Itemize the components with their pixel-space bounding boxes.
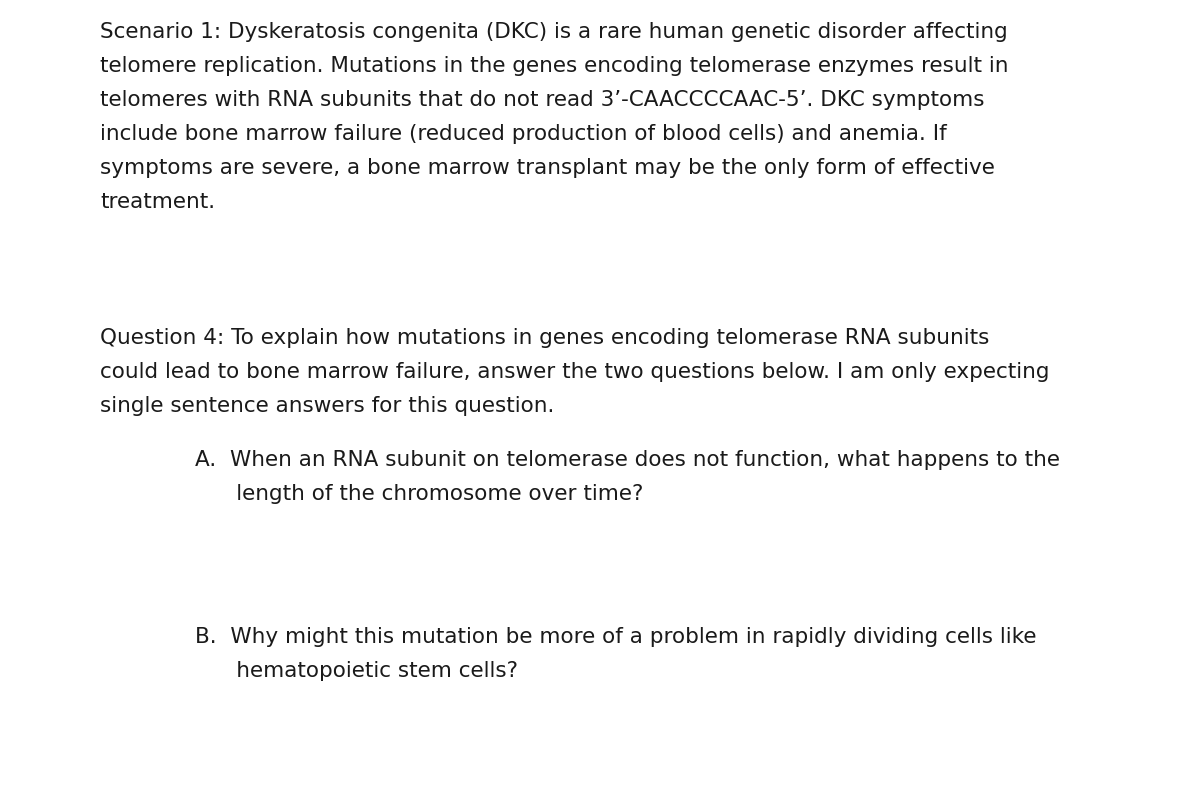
Text: hematopoietic stem cells?: hematopoietic stem cells?: [195, 661, 518, 681]
Text: B.  Why might this mutation be more of a problem in rapidly dividing cells like: B. Why might this mutation be more of a …: [195, 627, 1036, 647]
Text: symptoms are severe, a bone marrow transplant may be the only form of effective: symptoms are severe, a bone marrow trans…: [100, 158, 995, 178]
Text: Scenario 1: Dyskeratosis congenita (DKC) is a rare human genetic disorder affect: Scenario 1: Dyskeratosis congenita (DKC)…: [100, 22, 1008, 42]
Text: treatment.: treatment.: [100, 192, 215, 212]
Text: include bone marrow failure (reduced production of blood cells) and anemia. If: include bone marrow failure (reduced pro…: [100, 124, 947, 144]
Text: telomere replication. Mutations in the genes encoding telomerase enzymes result : telomere replication. Mutations in the g…: [100, 56, 1008, 76]
Text: telomeres with RNA subunits that do not read 3’-CAACCCCAAC-5’. DKC symptoms: telomeres with RNA subunits that do not …: [100, 90, 984, 110]
Text: A.  When an RNA subunit on telomerase does not function, what happens to the: A. When an RNA subunit on telomerase doe…: [195, 450, 1060, 471]
Text: Question 4: To explain how mutations in genes encoding telomerase RNA subunits: Question 4: To explain how mutations in …: [100, 328, 989, 348]
Text: could lead to bone marrow failure, answer the two questions below. I am only exp: could lead to bone marrow failure, answe…: [100, 362, 1049, 382]
Text: single sentence answers for this question.: single sentence answers for this questio…: [100, 396, 554, 416]
Text: length of the chromosome over time?: length of the chromosome over time?: [195, 484, 644, 505]
